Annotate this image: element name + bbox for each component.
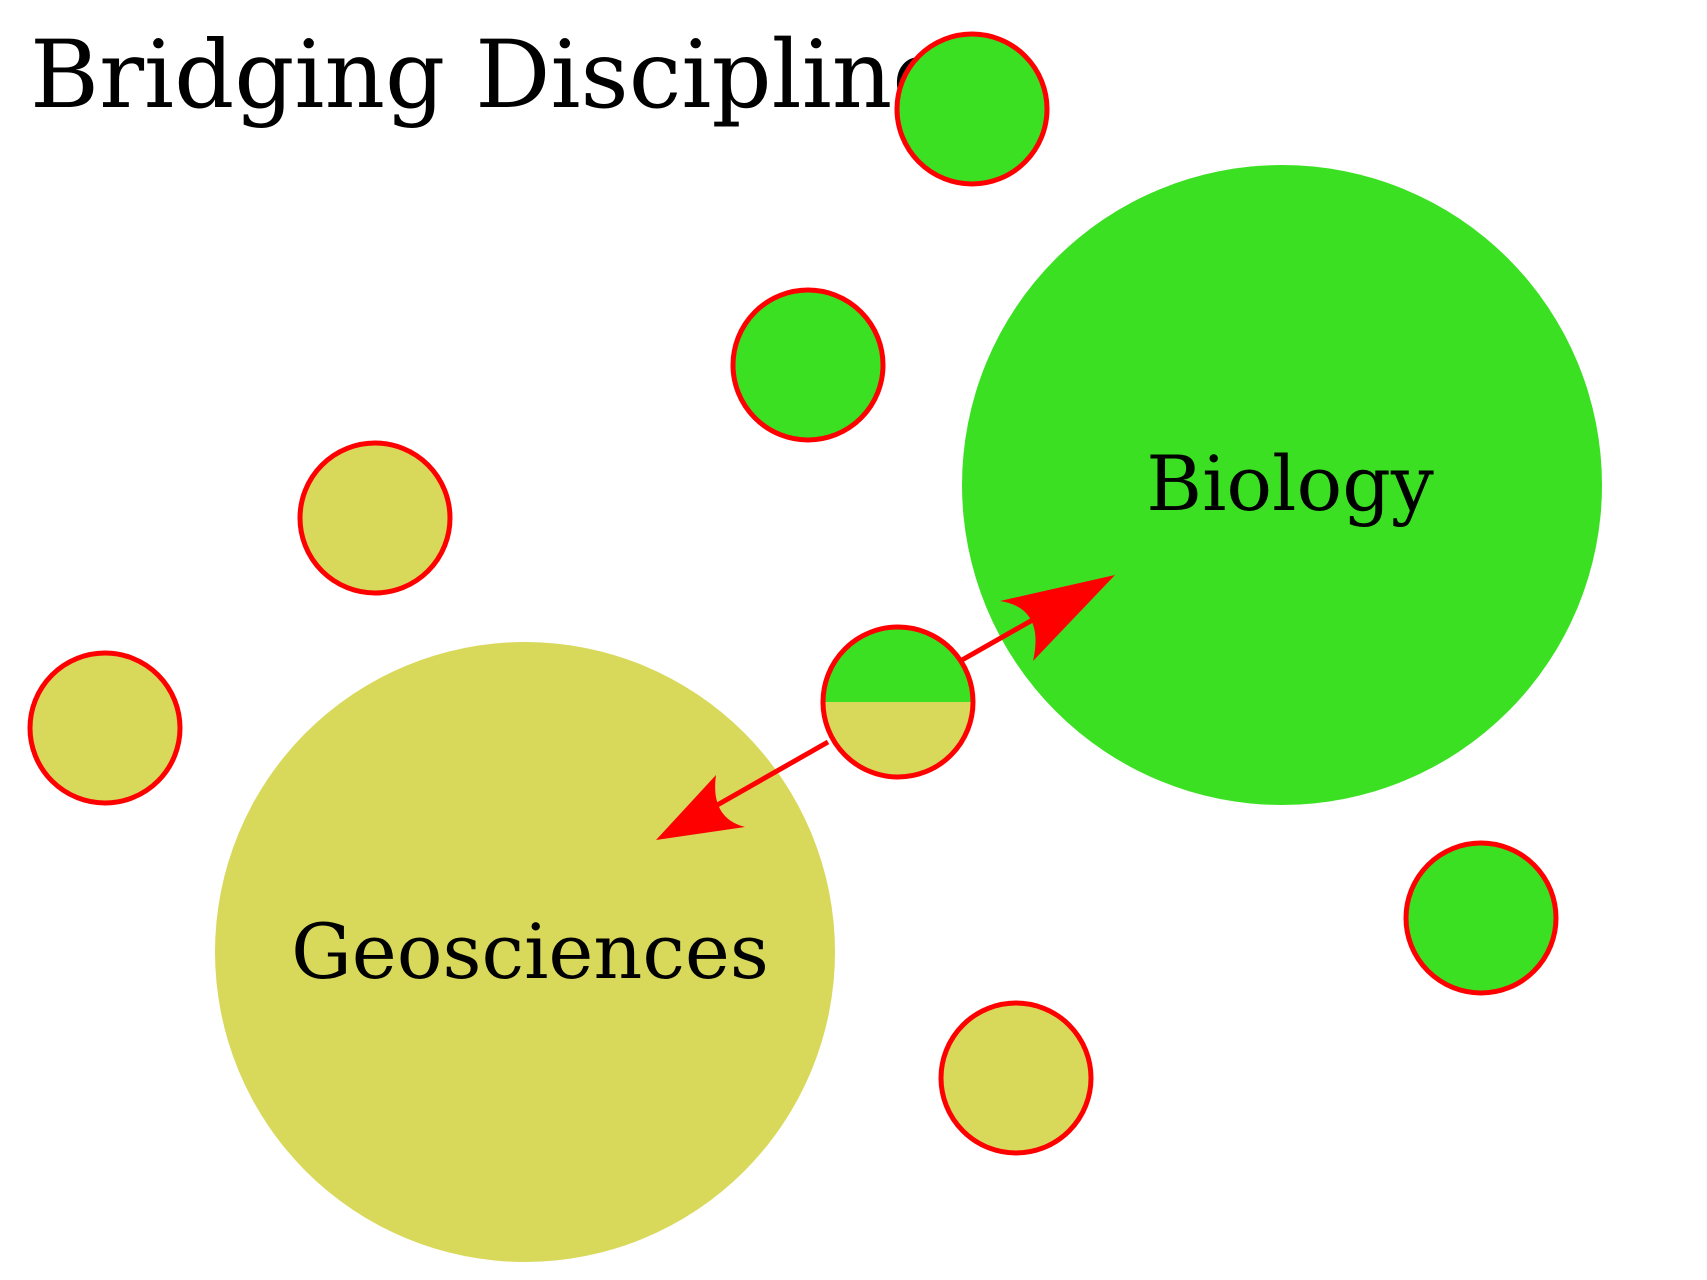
biology-small-circle: [730, 287, 886, 443]
diagram-title: Bridging Disciplines: [30, 21, 996, 130]
arrow-to-geosciences-head: [656, 775, 745, 840]
bridge-circle-top-half: [823, 627, 973, 702]
biology-small-circle: [1403, 840, 1559, 996]
bridge-circle-outline: [820, 624, 976, 780]
arrow-to-biology: [960, 575, 1115, 663]
arrow-to-biology-head: [1000, 575, 1115, 661]
geosciences-small-circle: [297, 440, 453, 596]
geosciences-small-circle: [938, 1000, 1094, 1156]
arrow-to-geosciences: [656, 739, 830, 840]
biology-circle: [962, 165, 1602, 805]
geosciences-circle: [215, 642, 835, 1262]
biology-label: Biology: [1146, 439, 1434, 528]
geosciences-small-circle: [27, 650, 183, 806]
arrow-to-geosciences-shaft: [703, 739, 830, 815]
biology-small-circle: [894, 31, 1050, 187]
bridge-circle-bottom-half: [823, 702, 973, 777]
bridge-circle: [820, 624, 976, 780]
geosciences-label: Geosciences: [291, 907, 769, 996]
